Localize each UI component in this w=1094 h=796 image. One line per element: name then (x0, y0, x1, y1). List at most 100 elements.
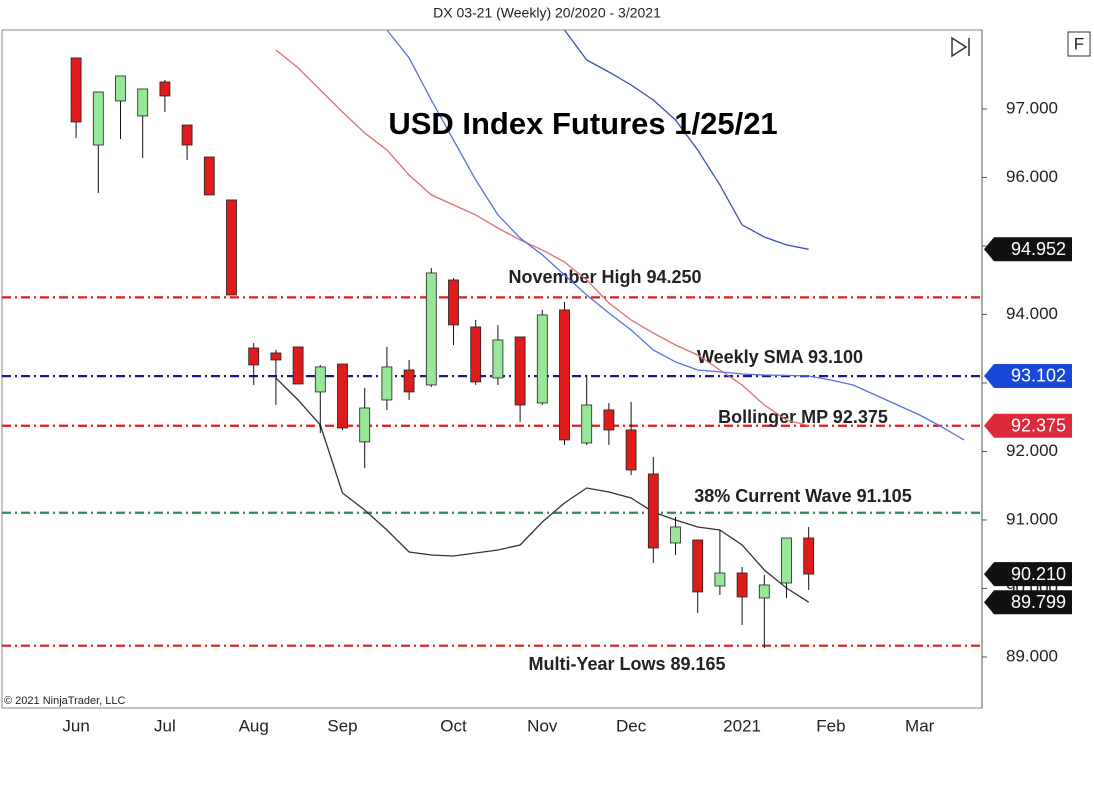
price-flag (984, 562, 1072, 587)
candle-body (337, 363, 348, 429)
candle (248, 342, 260, 385)
candle (714, 529, 726, 595)
candle (470, 319, 482, 385)
candle (647, 456, 659, 563)
x-tick-label: Oct (440, 716, 467, 735)
candle (559, 302, 570, 445)
y-tick-label: 96.000 (1006, 167, 1058, 186)
candle-body (70, 57, 82, 123)
price-flag-label: 94.952 (1011, 239, 1066, 259)
x-tick-label: Feb (816, 716, 845, 735)
candle-body (248, 347, 260, 366)
moving-average-line (386, 29, 965, 441)
x-tick-label: Sep (327, 716, 357, 735)
candle (314, 364, 326, 433)
candle (181, 124, 193, 161)
candle (226, 199, 237, 296)
x-tick-label: Nov (527, 716, 558, 735)
play-icon[interactable] (951, 36, 970, 58)
reference-label: November High 94.250 (508, 267, 701, 287)
y-tick-label: 89.000 (1006, 646, 1058, 665)
chart-title: USD Index Futures 1/25/21 (388, 106, 777, 141)
candle-body (270, 352, 282, 361)
candle-body (314, 366, 326, 393)
candle (670, 516, 681, 555)
play-triangle (951, 36, 968, 58)
candle (692, 539, 704, 613)
moving-average-line (275, 49, 809, 427)
candle-body (647, 473, 659, 549)
candle-body (536, 314, 548, 404)
y-tick-label: 94.000 (1006, 304, 1058, 323)
candle-body (425, 272, 437, 386)
candle (403, 359, 415, 400)
candle-body (559, 309, 570, 441)
x-tick-label: Jul (154, 716, 176, 735)
candle (736, 566, 748, 625)
candle-body (203, 156, 215, 196)
candle-body (514, 336, 526, 406)
candle (603, 402, 615, 445)
price-flag (984, 413, 1072, 438)
candle (758, 574, 770, 648)
candle (425, 267, 437, 387)
x-tick-label: 2021 (723, 716, 761, 735)
candle-body (159, 81, 171, 97)
candle-body (492, 339, 504, 379)
price-flag (984, 363, 1072, 388)
candle-body (603, 409, 615, 431)
price-flag (984, 590, 1072, 615)
price-flag-label: 92.375 (1011, 416, 1066, 436)
reference-label: Multi-Year Lows 89.165 (528, 654, 725, 674)
reference-label: Bollinger MP 92.375 (718, 407, 888, 427)
price-flag-label: 90.210 (1011, 564, 1066, 584)
f-button[interactable] (1067, 31, 1091, 57)
price-flag-label: 89.799 (1011, 592, 1066, 612)
candle (625, 401, 637, 475)
candle (203, 156, 215, 196)
candle-body (581, 404, 593, 444)
reference-label: Weekly SMA 93.100 (697, 347, 863, 367)
candle-body (137, 88, 149, 117)
chart-header: DX 03-21 (Weekly) 20/2020 - 3/2021 (433, 5, 661, 21)
candle-body (625, 429, 637, 471)
copyright: © 2021 NinjaTrader, LLC (4, 695, 125, 707)
x-tick-label: Jun (62, 716, 89, 735)
candle (337, 363, 348, 430)
candle (803, 526, 815, 590)
candle (115, 75, 126, 139)
y-tick-label: 97.000 (1006, 98, 1058, 117)
price-flag (984, 237, 1072, 262)
candle (448, 277, 459, 345)
x-tick-label: Aug (239, 716, 269, 735)
candle-body (692, 539, 704, 593)
candle (514, 336, 526, 422)
candle-body (92, 91, 104, 146)
candle-body (115, 75, 126, 102)
candle (270, 349, 282, 405)
candle (536, 309, 548, 405)
candle (581, 374, 593, 445)
candle-body (670, 526, 681, 544)
reference-label: 38% Current Wave 91.105 (694, 486, 911, 506)
candle (92, 91, 104, 193)
candle-body (448, 279, 459, 326)
f-button-label[interactable]: F (1074, 34, 1084, 53)
candle-body (781, 537, 792, 584)
x-tick-label: Mar (905, 716, 935, 735)
candle (359, 387, 371, 468)
moving-average-line (563, 29, 809, 250)
candle-body (403, 369, 415, 393)
candle-body (714, 572, 726, 587)
y-tick-label: 92.000 (1006, 441, 1058, 460)
candle-body (758, 584, 770, 599)
candle (137, 88, 149, 158)
candle-body (803, 537, 815, 575)
candle (292, 346, 304, 385)
candle-body (381, 366, 393, 401)
x-tick-label: Dec (616, 716, 647, 735)
y-tick-label: 91.000 (1006, 509, 1058, 528)
candle-body (470, 326, 482, 383)
